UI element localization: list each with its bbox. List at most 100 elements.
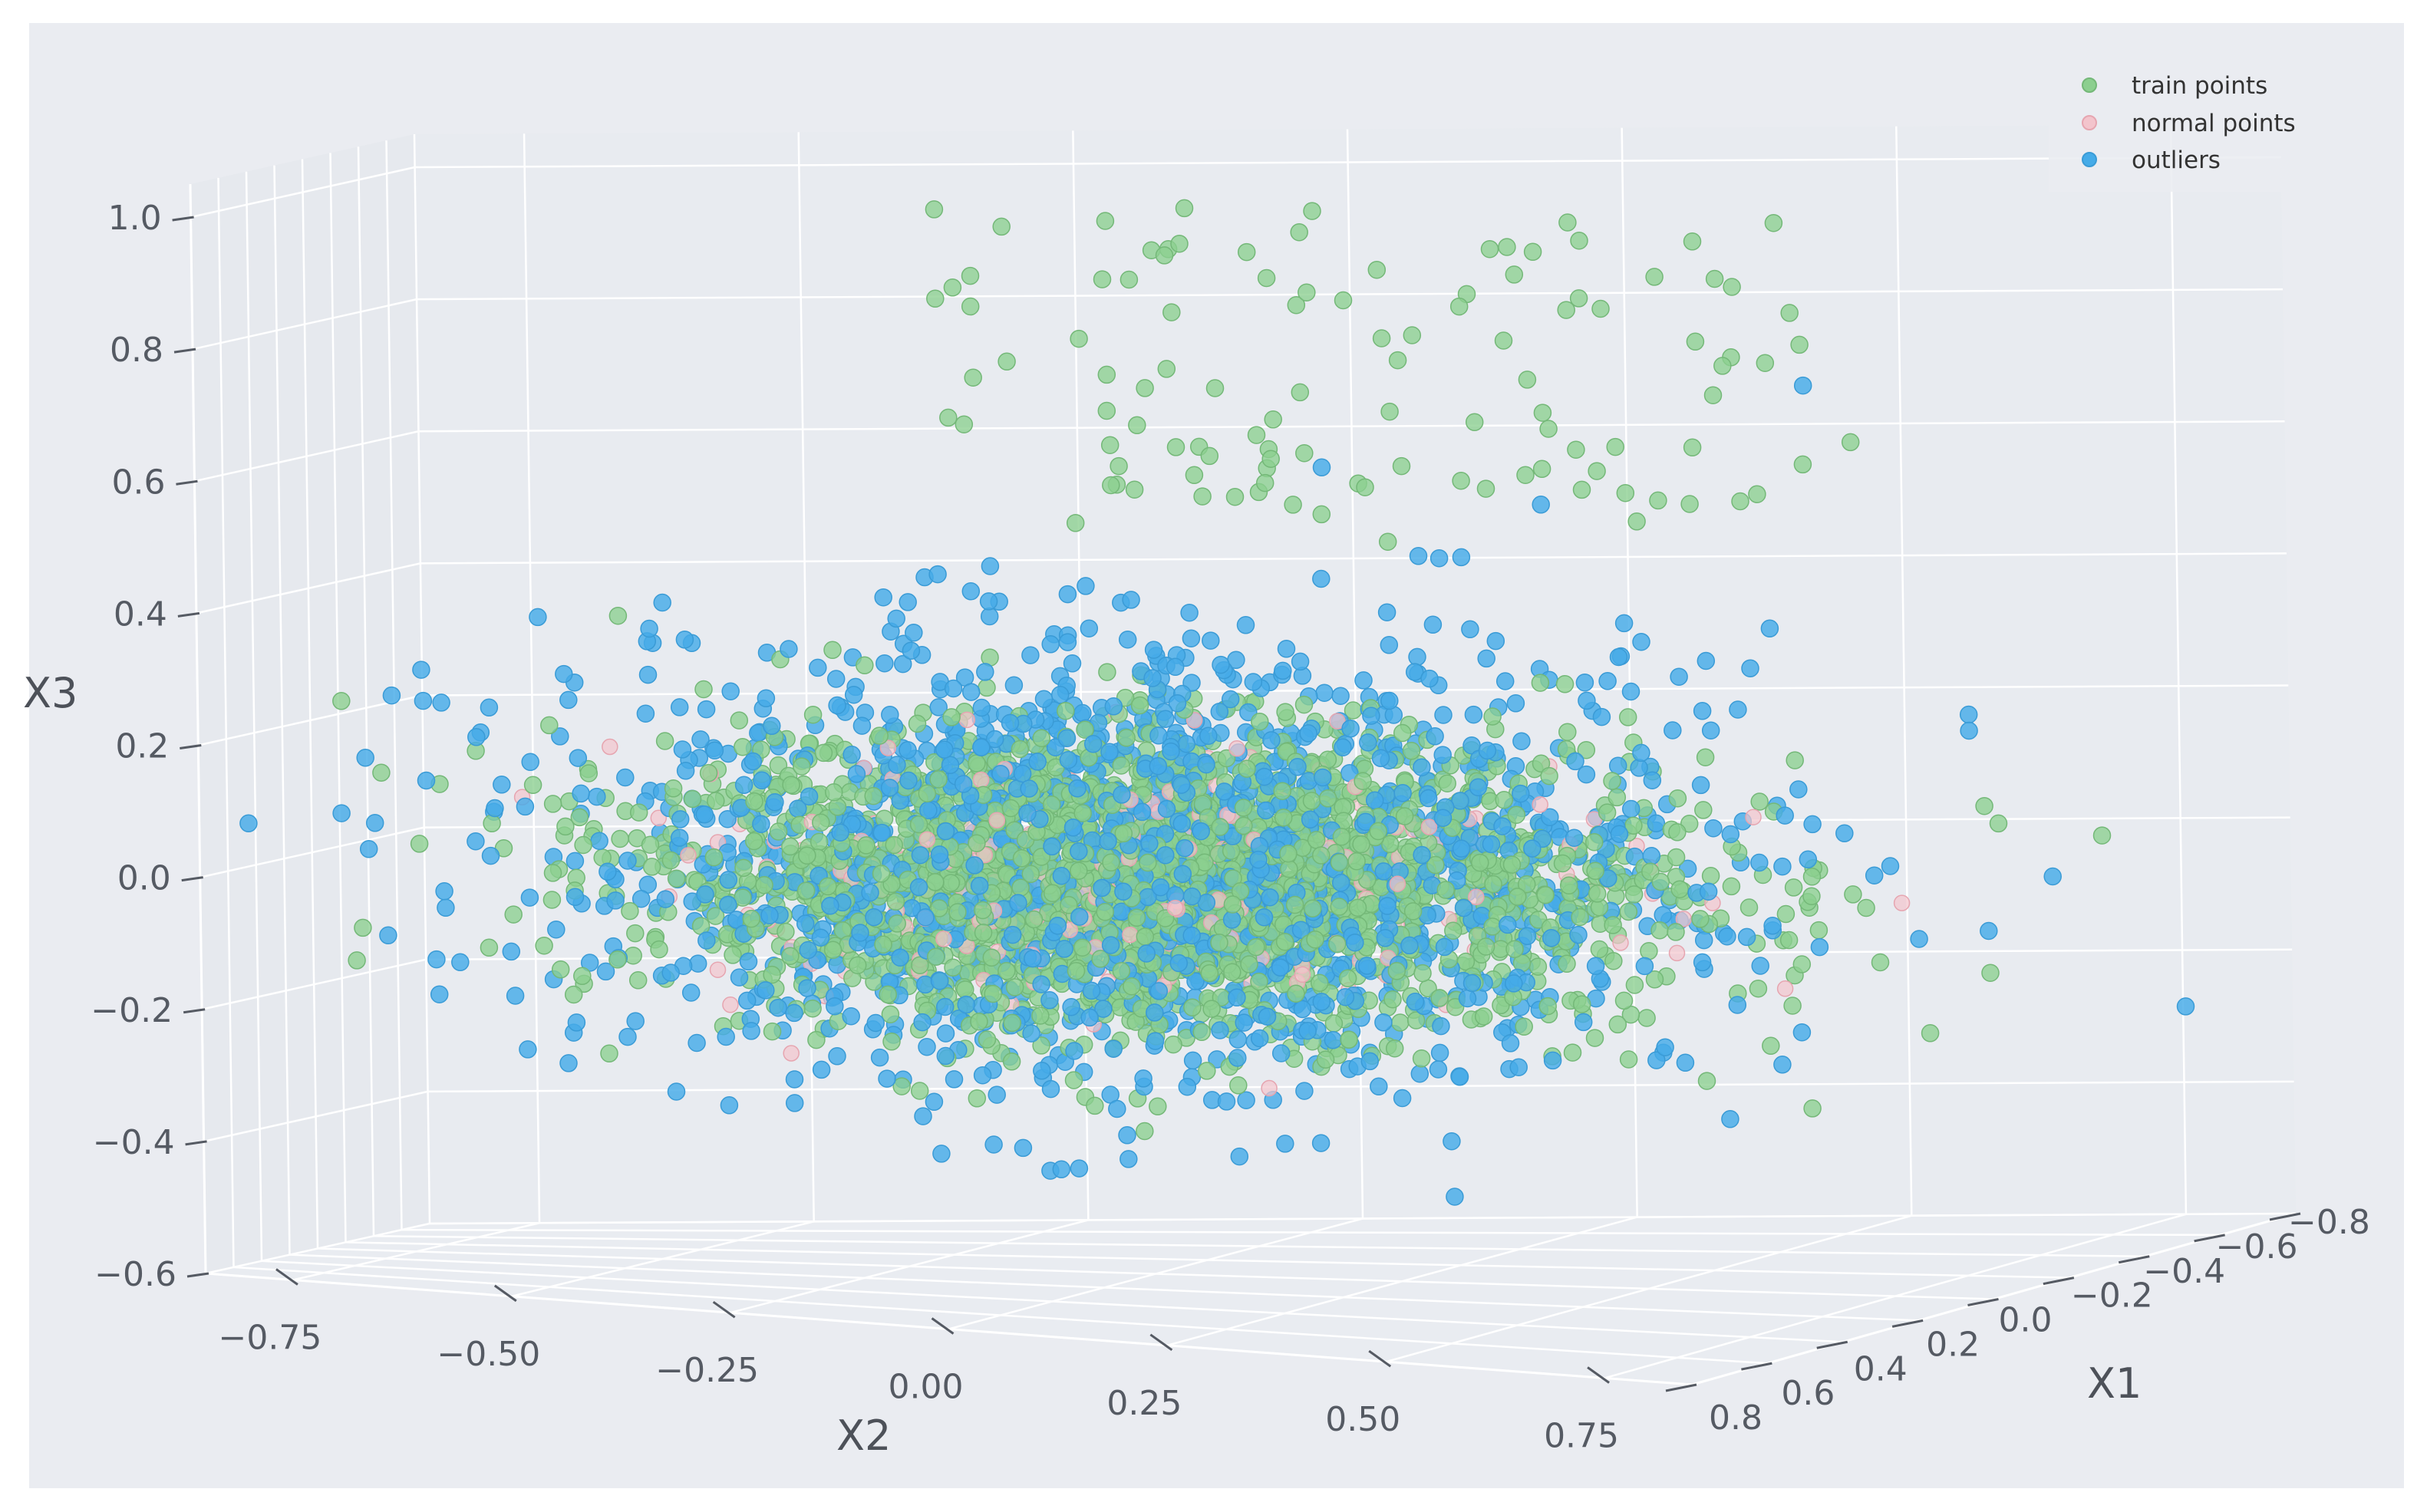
train-point <box>724 946 742 964</box>
outlier-point <box>1334 738 1352 757</box>
train-point <box>1287 295 1306 315</box>
train-point <box>1205 379 1225 397</box>
outlier-point <box>430 985 449 1003</box>
outlier-point <box>887 609 905 628</box>
train-point <box>1474 1007 1493 1026</box>
x3-tick-label: 0.8 <box>110 331 163 370</box>
x2-tick <box>931 1317 955 1335</box>
outlier-point <box>1478 741 1497 760</box>
outlier-point <box>752 815 770 834</box>
outlier-point <box>1426 727 1444 746</box>
train-point <box>1557 740 1576 759</box>
outlier-point <box>1236 616 1255 634</box>
grid-line-left-x1 <box>301 159 319 1249</box>
outlier-point <box>1261 888 1279 907</box>
outlier-point <box>1140 834 1159 853</box>
x1-tick <box>1967 1298 1999 1306</box>
train-point <box>1369 822 1387 841</box>
outlier-point <box>1446 1188 1464 1206</box>
outlier-point <box>1721 825 1740 844</box>
train-point <box>480 938 499 957</box>
outlier-point <box>888 756 906 774</box>
outlier-point <box>1182 926 1201 945</box>
train-point <box>1285 895 1304 914</box>
train-point <box>1354 772 1372 790</box>
outlier-point <box>1077 577 1095 595</box>
outlier-point <box>1462 973 1482 993</box>
train-point <box>1577 740 1596 759</box>
x2-tick-label: 0.75 <box>1544 1416 1619 1455</box>
train-point <box>600 1044 618 1063</box>
outlier-point <box>957 995 975 1014</box>
outlier-point <box>1509 1058 1528 1076</box>
outlier-point <box>675 631 694 649</box>
train-point <box>1616 483 1635 502</box>
outlier-point <box>590 832 608 850</box>
outlier-point <box>502 942 521 961</box>
train-point <box>796 881 816 900</box>
x3-tick-label: −0.2 <box>91 991 173 1030</box>
train-point <box>564 985 583 1004</box>
train-point <box>1064 1071 1083 1089</box>
train-point <box>1217 749 1236 768</box>
train-point <box>1367 260 1387 279</box>
outlier-point <box>1608 756 1627 775</box>
outlier-point <box>1799 850 1818 869</box>
x3-tick <box>180 744 202 750</box>
train-point <box>1624 885 1644 904</box>
x3-tick-label: −0.6 <box>94 1255 176 1294</box>
outlier-point <box>1792 1023 1812 1042</box>
train-point <box>1392 456 1411 476</box>
outlier-point <box>1760 619 1779 638</box>
outlier-point <box>506 987 525 1005</box>
outlier-point <box>1258 1007 1277 1026</box>
normal-point <box>1612 934 1629 951</box>
train-point <box>1792 955 1812 973</box>
outlier-point <box>1314 768 1332 787</box>
outlier-point <box>1429 548 1449 568</box>
outlier-point <box>1293 1000 1312 1019</box>
train-point <box>793 757 811 776</box>
outlier-point <box>1960 721 1978 740</box>
outlier-point <box>1419 789 1438 808</box>
train-point <box>1572 995 1591 1013</box>
train-point <box>1356 478 1374 496</box>
train-point <box>1136 379 1154 397</box>
outlier-point <box>1499 915 1517 934</box>
outlier-point <box>1151 878 1170 897</box>
train-point <box>1590 940 1609 959</box>
outlier-point <box>1178 1077 1197 1096</box>
outlier-point <box>412 660 430 679</box>
outlier-point <box>721 682 740 700</box>
outlier-point <box>1032 975 1050 993</box>
outlier-point <box>437 898 455 917</box>
train-point <box>1604 951 1623 970</box>
train-point <box>1117 729 1136 747</box>
outlier-point <box>1255 767 1274 786</box>
normal-point <box>1468 888 1485 906</box>
outlier-point <box>719 895 737 914</box>
outlier-point <box>1693 953 1712 972</box>
outlier-point <box>365 814 384 832</box>
outlier-point <box>1020 779 1038 798</box>
train-point <box>1484 875 1502 894</box>
train-point <box>1294 695 1314 714</box>
outlier-point <box>1271 958 1290 977</box>
x1-tick-label: 0.4 <box>1854 1349 1908 1388</box>
outlier-point <box>1211 1021 1229 1039</box>
outlier-point <box>1276 1135 1294 1153</box>
train-point <box>1598 803 1617 822</box>
x3-tick <box>183 1008 206 1014</box>
normal-point <box>1122 926 1139 944</box>
outlier-point <box>695 805 714 824</box>
train-point <box>1540 766 1558 786</box>
train-point <box>1430 989 1449 1007</box>
outlier-point <box>1003 925 1022 944</box>
outlier-point <box>826 670 846 688</box>
train-point <box>1498 238 1516 256</box>
train-point <box>1515 1017 1533 1036</box>
box-edge <box>189 183 207 1274</box>
train-point <box>941 874 961 892</box>
outlier-point <box>930 845 949 864</box>
train-point <box>1584 832 1604 852</box>
